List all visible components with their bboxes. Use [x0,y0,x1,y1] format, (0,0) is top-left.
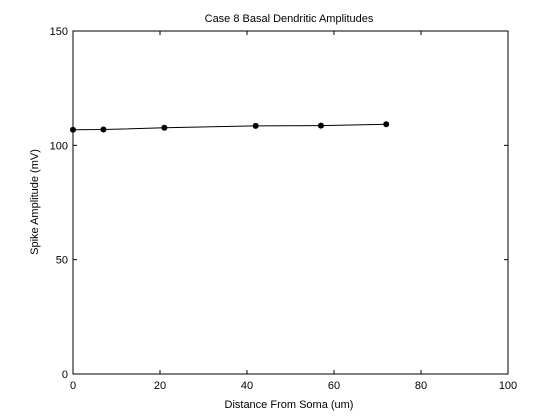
plot-frame [72,30,509,375]
x-axis-ticks: 0 20 40 60 80 100 [70,31,517,392]
data-point [383,121,390,128]
y-tick-label: 0 [62,369,68,381]
x-axis-label: Distance From Soma (um) [225,399,354,411]
x-tick-label: 60 [328,380,340,392]
x-tick-label: 0 [70,380,76,392]
data-point [317,122,324,129]
data-point [252,122,259,129]
chart-title: Case 8 Basal Dendritic Amplitudes [205,13,374,25]
data-series [70,121,390,133]
x-tick-label: 40 [241,380,253,392]
y-axis-label: Spike Amplitude (mV) [29,149,41,255]
data-point [100,126,107,133]
series-line [72,123,387,131]
y-axis-ticks: 0 50 100 150 [50,26,508,381]
y-tick-label: 100 [50,140,68,152]
y-tick-label: 150 [50,26,68,38]
x-tick-label: 80 [415,380,427,392]
x-tick-label: 100 [499,380,517,392]
data-point [161,124,168,131]
y-tick-label: 50 [56,255,68,267]
data-point [70,126,76,133]
x-tick-label: 20 [154,380,166,392]
